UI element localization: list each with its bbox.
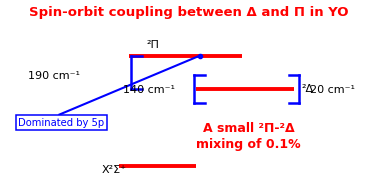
- Text: Spin-orbit coupling between Δ and Π in YO: Spin-orbit coupling between Δ and Π in Y…: [29, 6, 349, 19]
- Text: A small ²Π-²Δ
mixing of 0.1%: A small ²Π-²Δ mixing of 0.1%: [196, 122, 301, 151]
- Text: ²Δ: ²Δ: [301, 84, 313, 94]
- Text: 20 cm⁻¹: 20 cm⁻¹: [310, 85, 355, 95]
- Text: 190 cm⁻¹: 190 cm⁻¹: [28, 71, 80, 81]
- Text: X²Σ⁺: X²Σ⁺: [101, 165, 127, 175]
- Text: 140 cm⁻¹: 140 cm⁻¹: [123, 85, 175, 95]
- Text: Dominated by 5p: Dominated by 5p: [18, 118, 104, 128]
- Text: ²Π: ²Π: [147, 40, 160, 50]
